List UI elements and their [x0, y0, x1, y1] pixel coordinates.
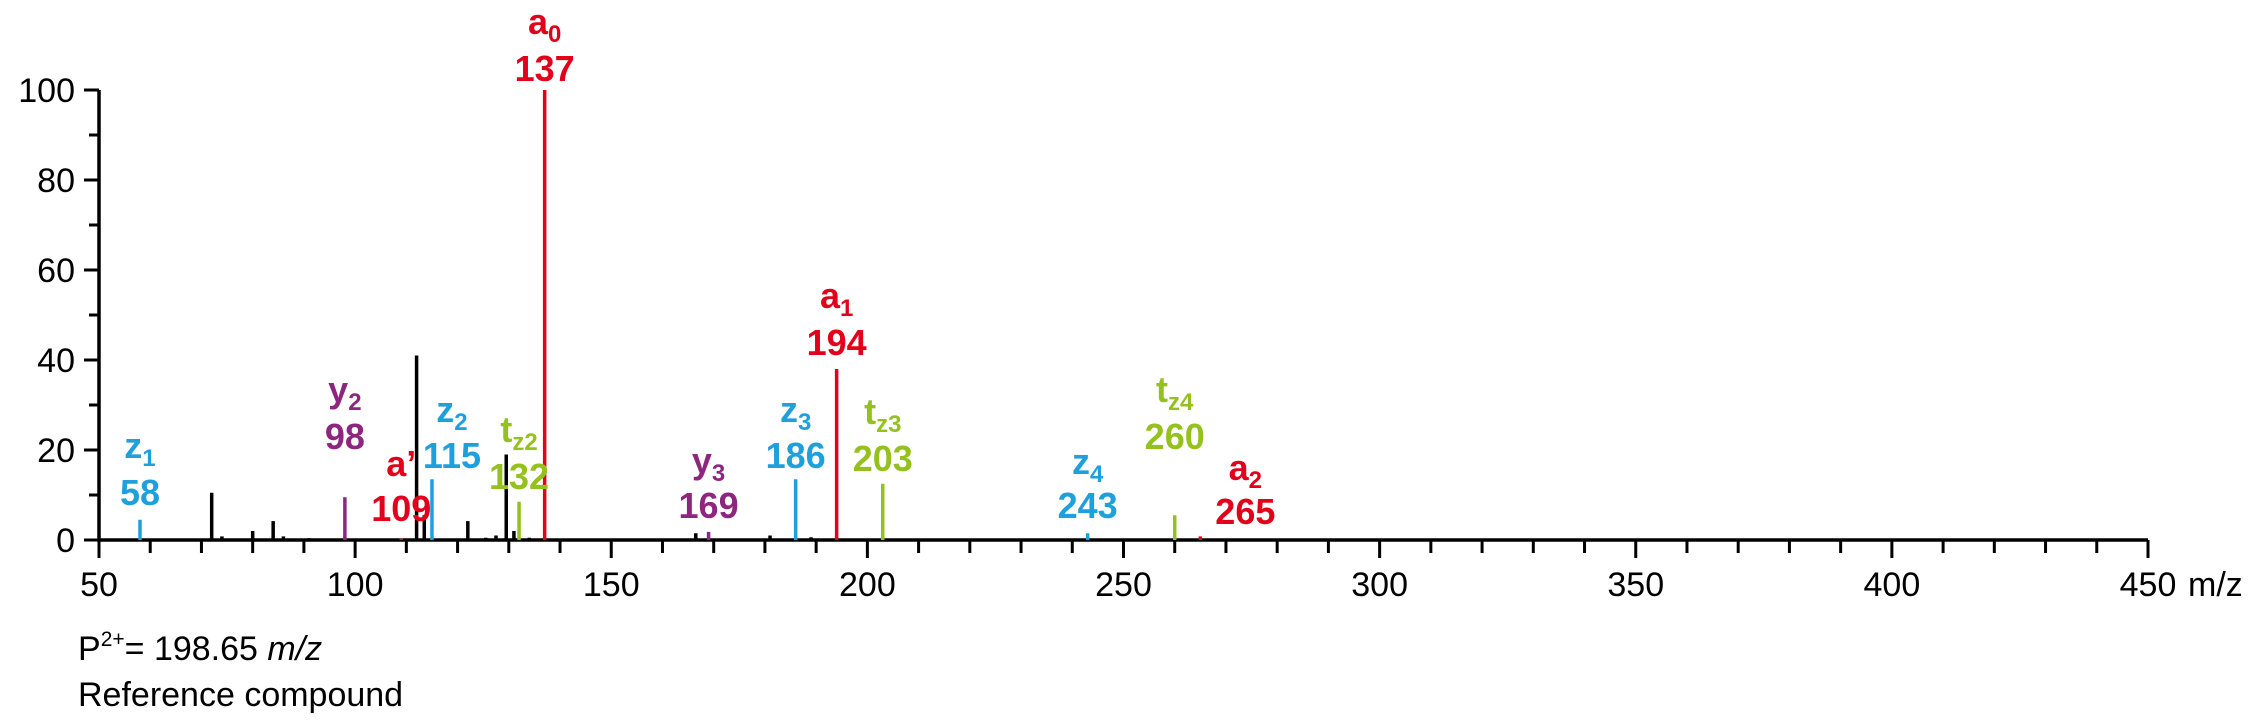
mz-label-194: 194 — [807, 322, 867, 363]
x-tick-label: 150 — [583, 566, 640, 604]
x-tick-label: 250 — [1095, 566, 1152, 604]
ion-label-260: tz4 — [1156, 369, 1194, 416]
compound-note: Reference compound — [78, 676, 404, 714]
y-tick-label: 0 — [56, 522, 75, 560]
mz-label-58: 58 — [120, 472, 160, 513]
mz-label-260: 260 — [1145, 416, 1205, 457]
mz-label-243: 243 — [1058, 485, 1118, 526]
ion-label-169: y3 — [692, 440, 725, 487]
mz-label-98: 98 — [325, 416, 365, 457]
y-tick-label: 60 — [37, 252, 75, 290]
ion-label-243: z4 — [1072, 441, 1104, 488]
ion-label-203: tz3 — [864, 391, 901, 438]
mz-label-186: 186 — [766, 435, 826, 476]
axes: 50 100 150 200 250 300 350 400 450 m/z 0 20 40 60 80 10… — [18, 72, 2243, 604]
y-tick-label: 100 — [18, 72, 75, 110]
mz-label-132: 132 — [489, 456, 549, 497]
x-tick-label: 400 — [1864, 566, 1921, 604]
ion-label-132: tz2 — [500, 409, 537, 456]
mz-label-203: 203 — [853, 438, 913, 479]
mz-label-169: 169 — [679, 485, 739, 526]
mz-label-109: 109 — [371, 488, 431, 529]
ion-label-265: a2 — [1229, 447, 1262, 494]
x-unit-label: m/z — [2188, 566, 2243, 604]
mz-label-115: 115 — [423, 435, 481, 476]
ion-label-98: y2 — [328, 369, 361, 416]
x-tick-label: 350 — [1607, 566, 1664, 604]
x-tick-label: 450 — [2120, 566, 2177, 604]
peaks — [138, 90, 1203, 540]
y-tick-label: 40 — [37, 342, 75, 380]
x-tick-label: 50 — [80, 566, 118, 604]
mz-label-265: 265 — [1215, 491, 1275, 532]
ion-label-115: z2 — [436, 389, 467, 436]
y-tick-label: 20 — [37, 432, 75, 470]
chart-notes: P2+= 198.65 m/z Reference compound — [78, 626, 403, 718]
ion-label-137: a0 — [528, 1, 561, 48]
x-tick-label: 200 — [839, 566, 896, 604]
ion-label-109: a’ — [386, 443, 416, 484]
y-tick-label: 80 — [37, 162, 75, 200]
precursor-note: P2+= 198.65 m/z — [78, 628, 323, 668]
ion-label-194: a1 — [820, 275, 853, 322]
x-tick-label: 100 — [327, 566, 384, 604]
mz-label-137: 137 — [515, 48, 575, 89]
ion-label-186: z3 — [780, 389, 811, 436]
ion-label-58: z1 — [124, 425, 155, 472]
x-tick-label: 300 — [1351, 566, 1408, 604]
